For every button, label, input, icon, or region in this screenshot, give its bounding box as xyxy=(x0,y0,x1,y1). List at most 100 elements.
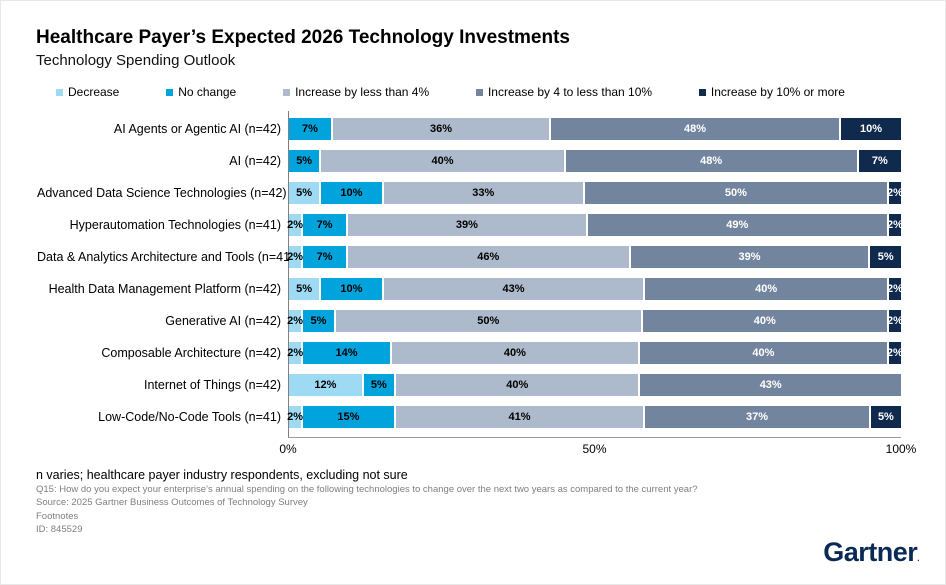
bar-segment: 40% xyxy=(645,278,887,300)
bar-segment: 5% xyxy=(363,374,395,396)
bar-segment-value: 2% xyxy=(287,218,304,231)
page-subtitle: Technology Spending Outlook xyxy=(36,52,236,69)
bar-segment-value: 2% xyxy=(886,218,903,231)
x-axis-tick: 50% xyxy=(582,442,607,456)
legend-swatch-icon xyxy=(166,88,174,96)
bar-segment-value: 40% xyxy=(752,346,775,359)
chart-row: AI Agents or Agentic AI (n=42) 7% 36% 48% 10… xyxy=(114,113,901,145)
bar-segment-value: 49% xyxy=(726,218,749,231)
legend-item-4: Increase by 10% or more xyxy=(698,85,845,99)
bar-segment-value: 5% xyxy=(296,154,313,167)
bar-segment-value: 5% xyxy=(877,250,894,263)
bar-segment-value: 48% xyxy=(683,122,707,135)
bar-segment-value: 2% xyxy=(887,282,903,295)
category-label: Health Data Management Platform (n=42) xyxy=(48,282,281,296)
stacked-bar: 5% 40% 48% 7% xyxy=(289,150,901,172)
bar-segment-value: 14% xyxy=(335,346,358,359)
bar-segment: 48% xyxy=(565,150,857,172)
bar-segment-value: 15% xyxy=(337,410,360,423)
legend-item-3: Increase by 4 to less than 10% xyxy=(475,85,652,99)
bar-segment: 5% xyxy=(870,406,901,428)
bar-segment-value: 46% xyxy=(477,250,500,263)
x-axis: 0% 50% 100% xyxy=(279,438,916,458)
category-label: Advanced Data Science Technologies (n=42… xyxy=(37,186,287,200)
bar-segment: 7% xyxy=(858,150,901,172)
gartner-logo-text: Gartner xyxy=(823,537,918,567)
bar-segment: 7% xyxy=(303,246,346,268)
footnote-question: Q15: How do you expect your enterprise’s… xyxy=(36,484,698,495)
legend-label: Decrease xyxy=(68,85,120,99)
bar-segment: 12% xyxy=(289,374,362,396)
category-label: Hyperautomation Technologies (n=41) xyxy=(69,218,281,232)
bar-segment: 48% xyxy=(551,118,839,140)
bar-segment-value: 7% xyxy=(871,154,888,167)
bar-segment: 5% xyxy=(289,278,320,300)
bar-segment: 7% xyxy=(289,118,331,140)
bar-segment: 41% xyxy=(395,406,644,428)
stacked-bar: 2% 7% 46% 39% 5% xyxy=(287,246,901,268)
legend-label: Increase by 10% or more xyxy=(710,85,845,99)
bar-segment-value: 12% xyxy=(314,378,337,391)
bar-segment-value: 40% xyxy=(755,282,778,295)
bar-segment: 2% xyxy=(287,214,304,236)
bar-segment: 50% xyxy=(584,182,887,204)
footnote-n-varies: n varies; healthcare payer industry resp… xyxy=(36,468,408,482)
bar-segment: 7% xyxy=(303,214,346,236)
chart-row: AI (n=42) 5% 40% 48% 7% xyxy=(229,145,901,177)
legend-swatch-icon xyxy=(475,88,483,96)
bar-segment: 5% xyxy=(289,150,320,172)
bar-segment-value: 36% xyxy=(429,122,453,135)
legend-item-0: Decrease xyxy=(56,85,119,99)
bar-segment-value: 5% xyxy=(296,282,313,295)
bar-segment-value: 2% xyxy=(287,250,304,263)
bar-segment: 37% xyxy=(645,406,869,428)
legend-swatch-icon xyxy=(283,88,291,96)
bar-segment-value: 10% xyxy=(859,122,883,135)
bar-segment-value: 43% xyxy=(502,282,525,295)
bar-segment-value: 40% xyxy=(506,378,529,391)
bar-segment-value: 2% xyxy=(886,314,903,327)
category-label: Composable Architecture (n=42) xyxy=(101,346,281,360)
bar-segment: 33% xyxy=(383,182,583,204)
stacked-bar: 7% 36% 48% 10% xyxy=(289,118,901,140)
bar-segment: 5% xyxy=(870,246,901,268)
bar-segment: 40% xyxy=(642,310,887,332)
bar-segment-value: 37% xyxy=(746,410,769,423)
chart-row: Advanced Data Science Technologies (n=42… xyxy=(37,177,903,209)
bar-segment: 39% xyxy=(630,246,869,268)
bar-segment-value: 5% xyxy=(370,378,387,391)
bar-segment-value: 5% xyxy=(877,410,894,423)
bar-segment-value: 10% xyxy=(340,282,363,295)
bar-segment-value: 7% xyxy=(302,122,318,135)
bar-segment-value: 5% xyxy=(296,186,313,199)
bar-segment: 2% xyxy=(887,278,903,300)
stacked-bar-chart: AI Agents or Agentic AI (n=42) 7% 36% 48% 10… xyxy=(36,111,916,458)
category-label: Internet of Things (n=42) xyxy=(143,378,281,392)
bar-segment: 14% xyxy=(303,342,390,364)
footnote-footnotes: Footnotes xyxy=(36,510,79,522)
bar-segment: 39% xyxy=(347,214,586,236)
category-label: AI (n=42) xyxy=(229,154,281,168)
chart-row: Low-Code/No-Code Tools (n=41) 2% 15% 41% 37%… xyxy=(98,401,901,433)
stacked-bar: 2% 14% 40% 40% 2% xyxy=(287,342,903,364)
bar-segment-value: 2% xyxy=(287,314,304,327)
bar-segment: 5% xyxy=(303,310,334,332)
stacked-bar: 2% 7% 39% 49% 2% xyxy=(287,214,903,236)
bar-segment: 2% xyxy=(287,246,304,268)
bar-segment-value: 50% xyxy=(477,314,500,327)
gartner-logo-regmark: . xyxy=(917,554,919,563)
legend-item-1: No change xyxy=(166,85,236,99)
gartner-logo: Gartner. xyxy=(823,537,919,568)
bar-segment: 40% xyxy=(396,374,639,396)
stacked-bar: 5% 10% 33% 50% 2% xyxy=(289,182,903,204)
bar-segment: 46% xyxy=(347,246,629,268)
legend-swatch-icon xyxy=(56,88,63,96)
legend-swatch-icon xyxy=(698,88,706,96)
footnote-source: Source: 2025 Gartner Business Outcomes o… xyxy=(36,497,308,509)
bar-segment-value: 48% xyxy=(700,154,723,167)
chart-row: Internet of Things (n=42) 12% 5% 40% 43% xyxy=(144,369,901,401)
bar-segment-value: 10% xyxy=(340,186,363,199)
chart-row: Data & Analytics Architecture and Tools … xyxy=(37,241,901,273)
bar-segment: 2% xyxy=(886,310,903,332)
